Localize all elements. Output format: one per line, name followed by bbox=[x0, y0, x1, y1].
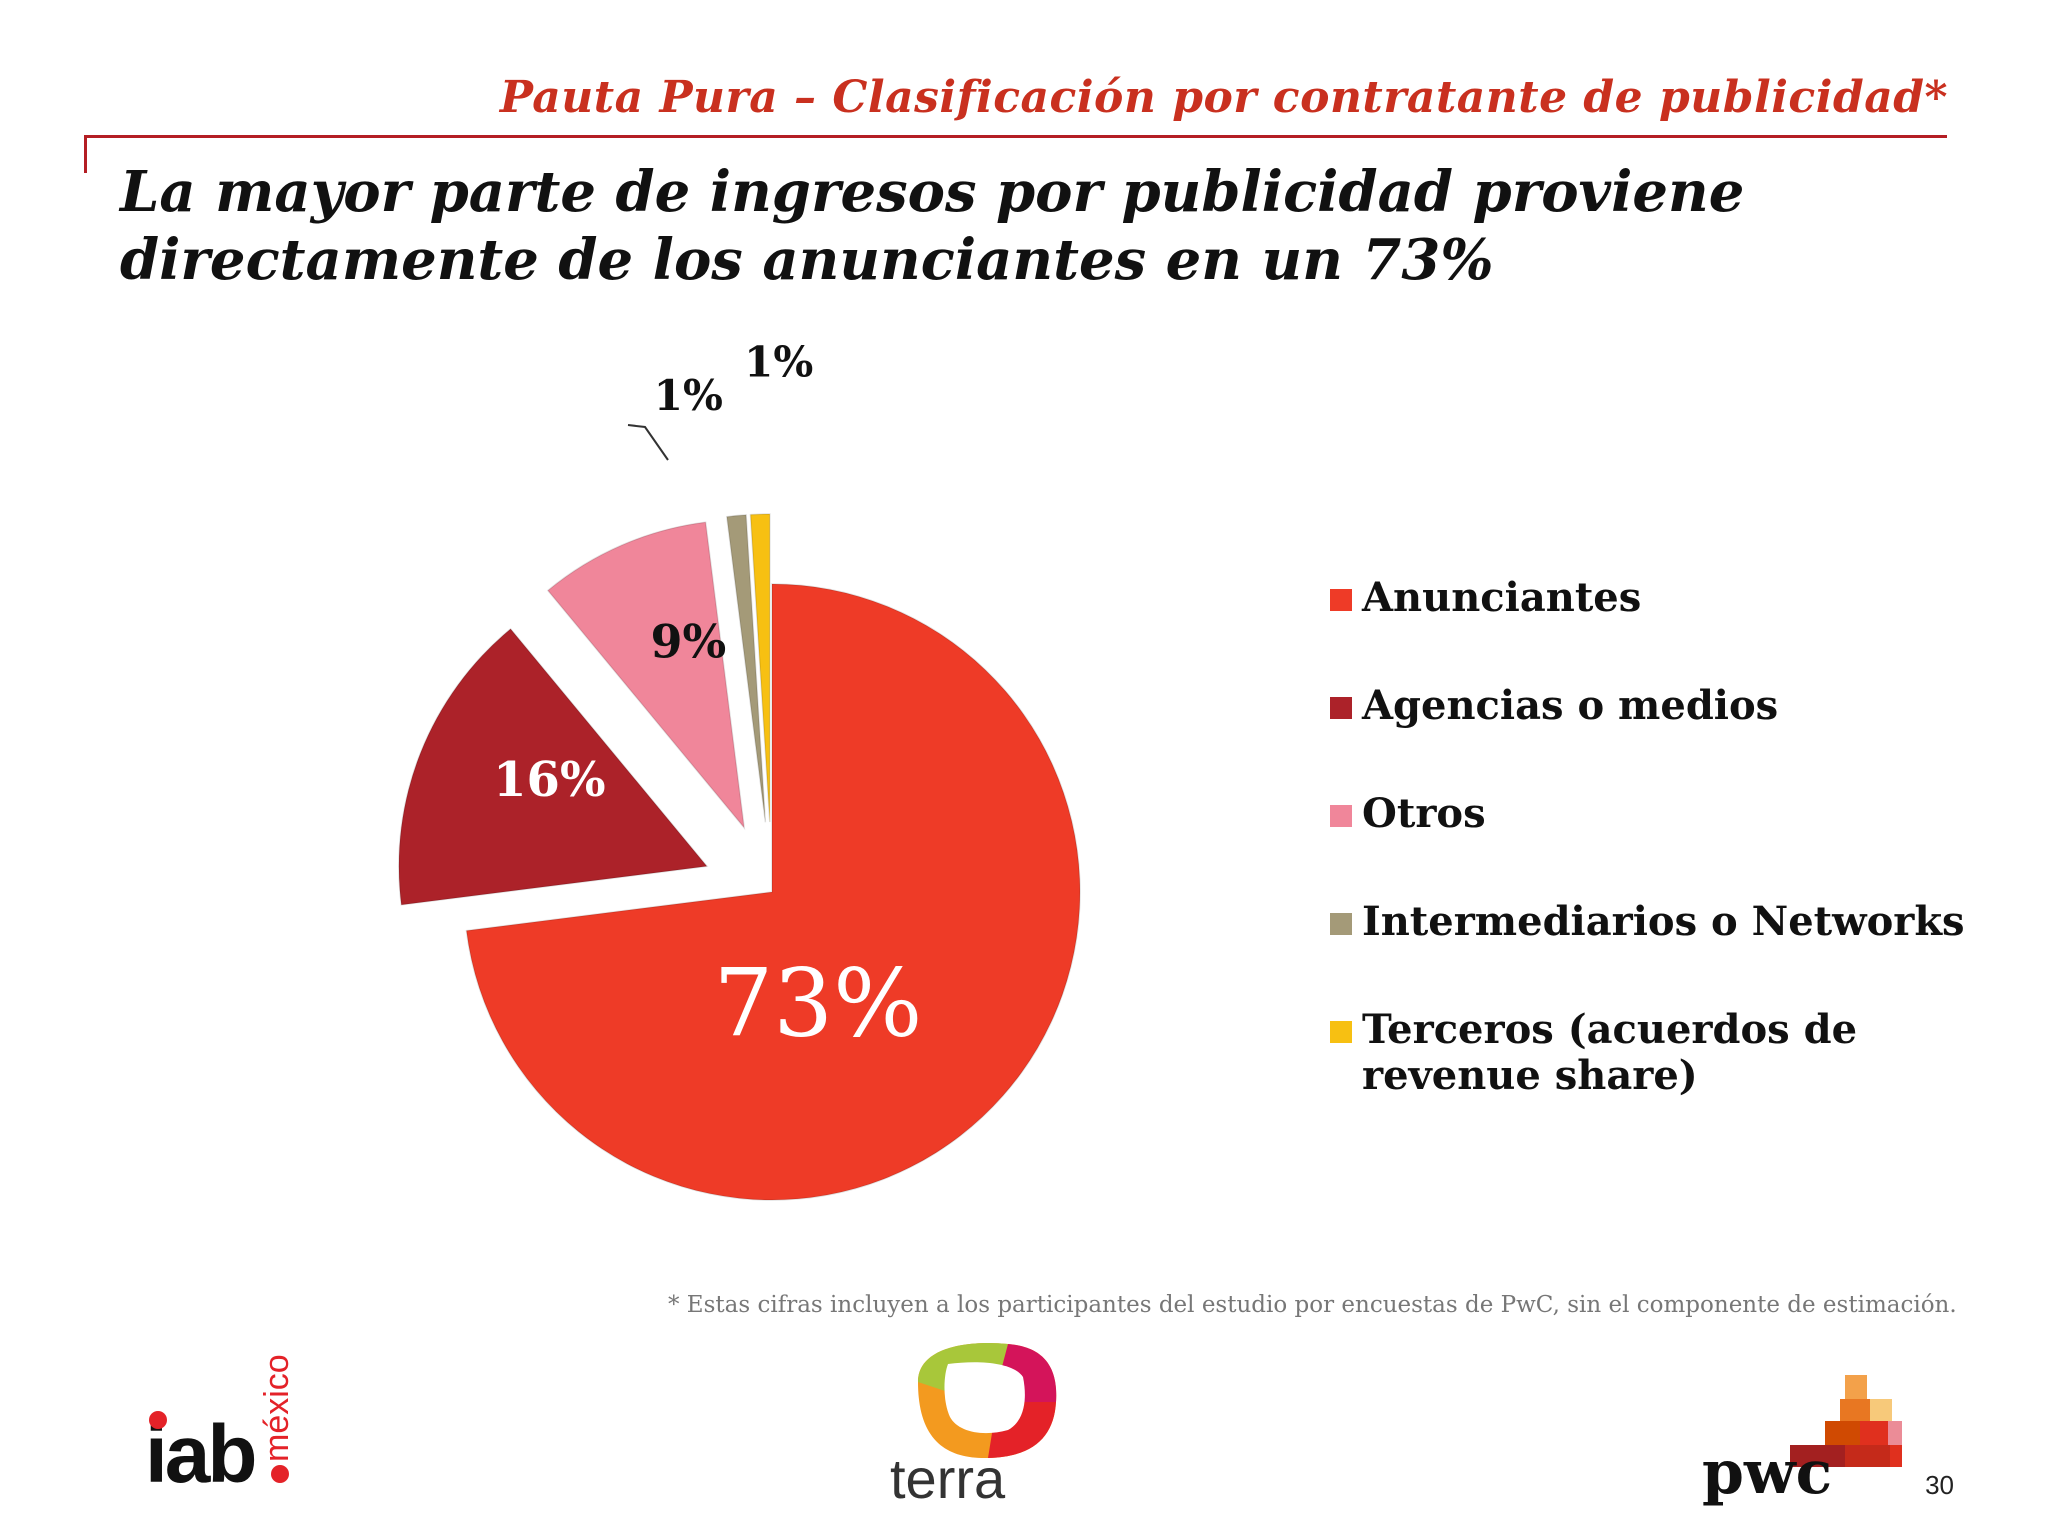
iab-mexico-logo: iab méxico bbox=[145, 1354, 296, 1500]
legend-item-agencias: Agencias o medios bbox=[1330, 683, 1965, 791]
legend-label: Anunciantes bbox=[1362, 574, 1642, 621]
legend-label: Agencias o medios bbox=[1362, 682, 1779, 729]
pie-leader-line bbox=[627, 424, 669, 461]
legend-label-line2: revenue share) bbox=[1362, 1052, 1698, 1099]
legend-swatch bbox=[1330, 697, 1352, 719]
pie-label-2: 9% bbox=[651, 615, 727, 669]
legend-label: Terceros (acuerdos de bbox=[1362, 1006, 1858, 1053]
pie-slice-0 bbox=[465, 583, 1081, 1201]
pwc-logo-text: pwc bbox=[1702, 1438, 1832, 1508]
pie-slice-4 bbox=[749, 513, 771, 823]
pwc-logo: pwc bbox=[1702, 1375, 1902, 1508]
iab-logo-subtext: méxico bbox=[258, 1354, 296, 1462]
header-rule-corner bbox=[84, 135, 87, 173]
legend-swatch bbox=[1330, 589, 1352, 611]
legend-swatch bbox=[1330, 1021, 1352, 1043]
legend-label: Intermediarios o Networks bbox=[1362, 898, 1965, 945]
slide-header: Pauta Pura – Clasificación por contratan… bbox=[499, 72, 1948, 123]
footnote: * Estas cifras incluyen a los participan… bbox=[668, 1292, 1957, 1318]
legend-swatch bbox=[1330, 913, 1352, 935]
pie-slice-3 bbox=[725, 514, 767, 823]
terra-logo: terra bbox=[890, 1342, 1057, 1510]
page-number: 30 bbox=[1925, 1470, 1954, 1500]
header-rule bbox=[84, 135, 1947, 138]
pie-label-1: 16% bbox=[493, 752, 605, 808]
legend-label: Otros bbox=[1362, 790, 1486, 837]
pie-slice-1 bbox=[398, 627, 709, 906]
legend-swatch bbox=[1330, 805, 1352, 827]
legend-item-otros: Otros bbox=[1330, 791, 1965, 899]
legend-item-anunciantes: Anunciantes bbox=[1330, 575, 1965, 683]
title-line-2: directamente de los anunciantes en un 73… bbox=[120, 227, 1494, 293]
chart-legend: Anunciantes Agencias o medios Otros Inte… bbox=[1330, 575, 1965, 1115]
legend-item-terceros: Terceros (acuerdos de revenue share) bbox=[1330, 1007, 1965, 1115]
pie-slice-2 bbox=[546, 521, 746, 831]
pie-label-3: 1% bbox=[654, 371, 723, 420]
title-line-1: La mayor parte de ingresos por publicida… bbox=[120, 159, 1745, 225]
slide-title: La mayor parte de ingresos por publicida… bbox=[120, 158, 1820, 294]
pie-label-4: 1% bbox=[744, 337, 813, 386]
terra-logo-text: terra bbox=[890, 1447, 1006, 1510]
pie-label-0: 73% bbox=[713, 950, 922, 1059]
legend-item-intermediarios: Intermediarios o Networks bbox=[1330, 899, 1965, 1007]
